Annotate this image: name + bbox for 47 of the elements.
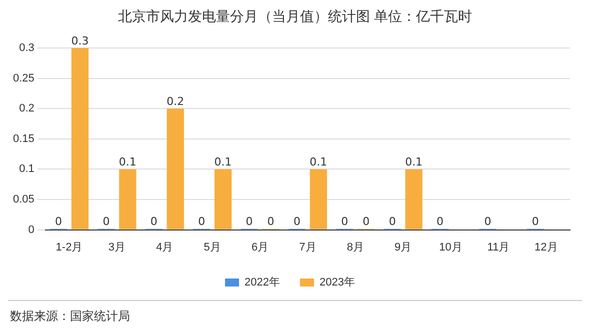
data-label: 0 xyxy=(388,215,396,228)
data-label: 0 xyxy=(293,215,300,228)
data-label: 0 xyxy=(55,215,62,228)
bar xyxy=(310,169,328,230)
data-label: 0.2 xyxy=(166,94,184,108)
data-label: 0 xyxy=(341,215,348,228)
x-tick-label: 7月 xyxy=(299,241,316,254)
x-tick-label: 11月 xyxy=(487,241,510,254)
bar xyxy=(119,169,136,230)
legend-label: 2022年 xyxy=(244,276,280,289)
data-label: 0 xyxy=(150,215,158,228)
y-tick-label: 0.2 xyxy=(19,102,34,115)
x-tick-label: 9月 xyxy=(394,241,412,254)
source-note: 数据来源：国家统计局 xyxy=(10,308,130,325)
data-label: 0 xyxy=(484,215,492,228)
x-tick-label: 3月 xyxy=(108,241,126,254)
bar xyxy=(405,169,422,230)
data-label: 0 xyxy=(267,215,274,228)
y-tick-label: 0.3 xyxy=(19,42,34,54)
bar xyxy=(214,169,232,230)
data-label: 0 xyxy=(362,215,370,228)
data-label: 0.1 xyxy=(310,156,328,169)
x-tick-label: 1-2月 xyxy=(56,241,83,254)
data-label: 0 xyxy=(246,215,253,228)
bar xyxy=(71,48,89,230)
legend-label: 2023年 xyxy=(320,276,355,289)
x-tick-label: 8月 xyxy=(346,241,364,254)
chart-title: 北京市风力发电量分月（当月值）统计图 单位：亿千瓦时 xyxy=(116,8,474,26)
data-label: 0.1 xyxy=(118,156,136,169)
data-label: 0 xyxy=(102,215,110,228)
data-label: 0 xyxy=(436,215,444,228)
x-tick-label: 6月 xyxy=(251,241,269,254)
y-tick-label: 0.15 xyxy=(12,132,34,145)
data-label: 0.1 xyxy=(405,156,423,169)
y-tick-label: 0 xyxy=(28,224,34,236)
x-tick-label: 12月 xyxy=(534,241,558,254)
x-tick-label: 4月 xyxy=(156,241,174,254)
y-tick-label: 0.1 xyxy=(19,163,34,176)
data-label: 0 xyxy=(532,215,539,228)
y-tick-label: 0.25 xyxy=(12,72,34,84)
x-tick-label: 5月 xyxy=(204,241,221,254)
data-label: 0.3 xyxy=(71,34,89,48)
data-label: 0.1 xyxy=(214,156,232,169)
bar xyxy=(166,108,184,230)
x-tick-label: 10月 xyxy=(439,241,462,254)
y-tick-label: 0.05 xyxy=(12,194,34,206)
data-label: 0 xyxy=(198,215,206,228)
